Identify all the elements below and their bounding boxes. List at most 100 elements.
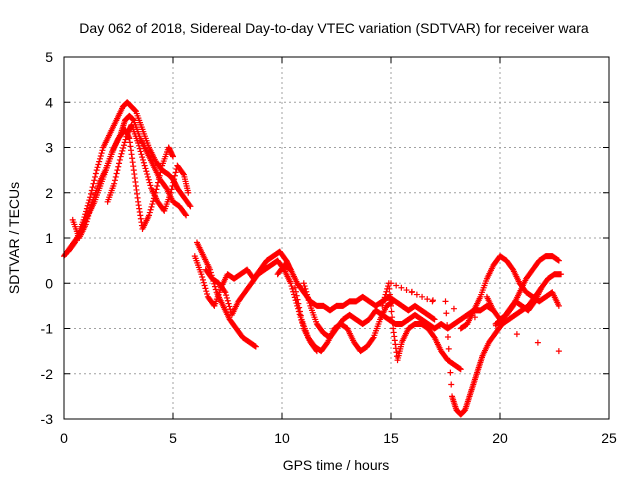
data-point — [492, 322, 499, 329]
data-point — [447, 369, 454, 376]
data-point — [144, 173, 151, 180]
x-tick-label: 15 — [383, 430, 399, 446]
data-point — [445, 345, 452, 352]
data-point — [88, 201, 95, 208]
series-arc-15 — [492, 271, 565, 327]
data-point — [120, 145, 127, 152]
data-point — [182, 211, 189, 218]
data-point — [297, 312, 304, 319]
data-point — [398, 284, 405, 291]
data-point — [169, 182, 176, 189]
data-point — [388, 302, 394, 309]
data-point — [252, 343, 259, 350]
data-point — [380, 297, 387, 304]
x-tick-label: 0 — [60, 430, 68, 446]
data-point — [448, 381, 455, 388]
y-tick-label: 2 — [45, 185, 53, 201]
x-tick-labels: 0 5 10 15 20 25 — [60, 430, 617, 446]
data-point — [167, 189, 174, 196]
data-point — [111, 180, 118, 187]
data-point — [450, 305, 457, 312]
data-point — [96, 155, 103, 162]
data-point — [170, 153, 176, 160]
y-tick-label: 5 — [45, 49, 53, 65]
x-tick-label: 25 — [601, 430, 617, 446]
series-arc-3 — [69, 126, 176, 241]
data-point — [444, 322, 451, 329]
data-point — [369, 335, 376, 342]
data-point — [91, 177, 98, 184]
data-point — [386, 291, 393, 298]
data-point — [301, 283, 308, 290]
data-point — [443, 310, 450, 317]
data-point — [293, 292, 300, 299]
series-arc-12 — [442, 284, 545, 418]
data-point — [223, 292, 230, 299]
data-point — [429, 298, 436, 305]
data-point — [295, 300, 302, 307]
data-point — [143, 168, 150, 175]
grid — [64, 57, 609, 419]
plot-frame — [63, 56, 610, 420]
data-point — [226, 303, 233, 310]
data-point — [444, 333, 451, 340]
data-point — [137, 148, 144, 155]
data-point — [203, 288, 210, 295]
data-point — [148, 203, 155, 210]
data-point — [386, 285, 393, 292]
data-point — [90, 180, 97, 187]
data-point — [305, 297, 312, 304]
data-point — [111, 177, 118, 184]
data-point — [180, 170, 187, 177]
data-point — [380, 300, 387, 307]
data-point — [442, 298, 449, 305]
data-point — [431, 316, 438, 323]
data-point — [135, 142, 142, 149]
data-point — [513, 331, 520, 338]
data-point — [121, 139, 128, 146]
y-tick-label: -2 — [41, 366, 54, 382]
data-point — [141, 162, 148, 169]
data-point — [292, 288, 299, 295]
data-point — [390, 298, 397, 305]
data-point — [288, 283, 295, 290]
data-point — [387, 297, 394, 304]
y-tick-label: -1 — [41, 321, 54, 337]
data-point — [149, 201, 156, 208]
data-point — [145, 176, 152, 183]
data-point — [202, 285, 209, 292]
plot-points — [61, 99, 565, 418]
data-point — [97, 152, 104, 159]
data-point — [142, 165, 149, 172]
y-tick-label: -3 — [41, 411, 54, 427]
data-point — [146, 179, 153, 186]
series-outliers — [388, 280, 562, 355]
data-point — [389, 319, 396, 326]
data-point — [287, 280, 294, 287]
data-point — [138, 151, 145, 158]
series-arc-13 — [457, 253, 562, 332]
data-point — [118, 150, 125, 157]
data-point — [300, 280, 307, 287]
data-point — [408, 289, 415, 296]
data-point — [221, 288, 228, 295]
x-tick-label: 10 — [274, 430, 290, 446]
data-point — [534, 339, 541, 346]
data-point — [385, 283, 392, 290]
data-point — [424, 296, 431, 303]
data-point — [83, 218, 90, 225]
data-point — [211, 283, 218, 290]
data-point — [119, 147, 126, 154]
data-point — [204, 290, 211, 297]
data-point — [555, 348, 562, 355]
data-point — [296, 308, 303, 315]
data-point — [383, 288, 390, 295]
data-point — [116, 156, 123, 163]
data-point — [146, 212, 153, 219]
x-axis-title: GPS time / hours — [283, 457, 390, 473]
data-point — [224, 297, 231, 304]
data-point — [171, 176, 178, 183]
series-arc-11 — [379, 280, 464, 373]
y-tick-label: 0 — [45, 275, 53, 291]
